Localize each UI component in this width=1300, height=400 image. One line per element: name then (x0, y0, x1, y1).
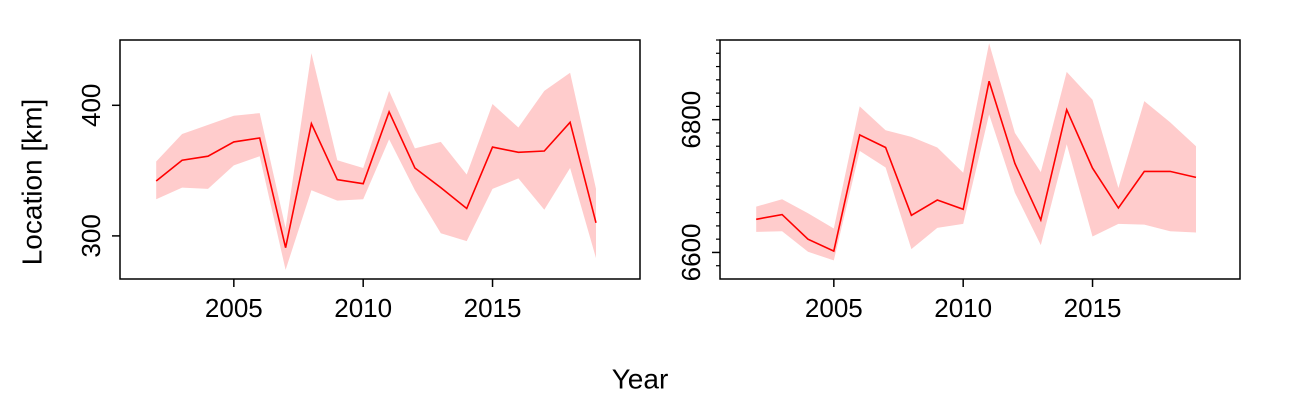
plot-frame (119, 39, 641, 280)
x-axis-title: Year (612, 363, 669, 394)
y-tick-label: 300 (76, 214, 106, 257)
y-tick-label: 6800 (676, 91, 706, 149)
y-tick-label: 400 (76, 84, 106, 127)
x-tick-label: 2005 (205, 293, 263, 323)
right-panel: 2005 2010 2015 6600 6800 (676, 39, 1241, 323)
y-tick-label: 6600 (676, 223, 706, 281)
x-tick-label: 2005 (805, 293, 863, 323)
confidence-band-1 (156, 53, 596, 270)
y-axis-title: Location [km] (16, 99, 47, 266)
x-tick-label: 2015 (1064, 293, 1122, 323)
x-tick-label: 2010 (934, 293, 992, 323)
confidence-band-1 (756, 43, 1196, 261)
series-line-1 (155, 109, 597, 248)
x-tick-label: 2010 (334, 293, 392, 323)
x-tick-label: 2015 (464, 293, 522, 323)
series-line-1 (756, 80, 1197, 253)
left-panel: 2005 2010 2015 300 400 (76, 39, 641, 323)
